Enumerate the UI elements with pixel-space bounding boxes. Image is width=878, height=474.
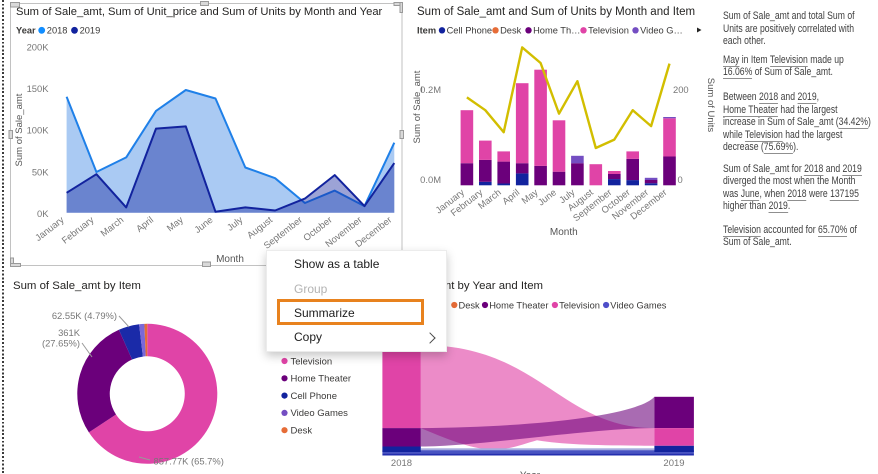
svg-text:June: June [192,214,215,235]
svg-text:62.55K (4.79%): 62.55K (4.79%) [52,310,117,321]
svg-text:April: April [134,214,156,234]
svg-text:Home Theater: Home Theater [291,374,352,385]
svg-text:0.0M: 0.0M [420,174,441,185]
svg-text:March: March [98,214,125,239]
svg-text:2019: 2019 [663,458,684,469]
svg-text:June: June [535,186,558,207]
svg-text:200: 200 [673,84,689,95]
svg-text:Month: Month [550,227,578,238]
svg-text:0: 0 [678,174,683,185]
svg-text:50K: 50K [32,166,49,177]
svg-text:Sum of Units: Sum of Units [705,78,716,133]
svg-text:May: May [519,186,540,206]
svg-text:Sum of Sale_amt by Item: Sum of Sale_amt by Item [13,280,141,292]
svg-text:Sum of Sale_amt: Sum of Sale_amt [412,70,423,143]
svg-text:July: July [225,214,245,233]
svg-text:Television: Television [559,300,600,310]
svg-text:(27.65%): (27.65%) [42,338,80,349]
svg-text:Sum of Sale_amt and Sum of Uni: Sum of Sale_amt and Sum of Units by Mont… [417,6,695,18]
svg-text:2018: 2018 [47,26,68,36]
svg-text:2019: 2019 [80,26,101,36]
svg-text:Year: Year [16,26,36,36]
svg-text:Video Games: Video Games [610,300,667,310]
svg-text:Television: Television [291,356,333,367]
svg-text:Sum of Sale_amt: Sum of Sale_amt [14,93,25,166]
svg-text:Video Games: Video Games [291,408,349,419]
svg-text:0.2M: 0.2M [420,84,441,95]
svg-text:857.77K (65.7%): 857.77K (65.7%) [154,456,224,467]
svg-text:Video G…: Video G… [640,26,683,36]
svg-text:May: May [164,214,185,234]
svg-text:Television: Television [588,26,629,36]
svg-text:150K: 150K [27,83,50,94]
svg-text:Home Theater: Home Theater [489,300,548,310]
svg-text:100K: 100K [27,125,50,136]
svg-text:2018: 2018 [391,458,412,469]
svg-text:Year: Year [520,471,541,474]
svg-text:Month: Month [216,254,244,265]
svg-text:Cell Phone: Cell Phone [291,391,337,402]
svg-text:361K: 361K [58,327,81,338]
svg-text:Sum of Sale_amt, Sum of Unit_p: Sum of Sale_amt, Sum of Unit_price and S… [16,6,383,18]
svg-text:Home Th…: Home Th… [533,26,580,36]
svg-text:0K: 0K [37,208,49,219]
svg-text:February: February [59,214,96,246]
svg-text:April: April [500,186,522,206]
svg-text:Desk: Desk [500,26,522,36]
svg-text:Desk: Desk [291,426,313,437]
svg-text:200K: 200K [27,41,50,52]
svg-text:Desk: Desk [459,300,481,310]
svg-text:Item: Item [417,26,436,36]
svg-text:Cell Phone: Cell Phone [447,26,492,36]
